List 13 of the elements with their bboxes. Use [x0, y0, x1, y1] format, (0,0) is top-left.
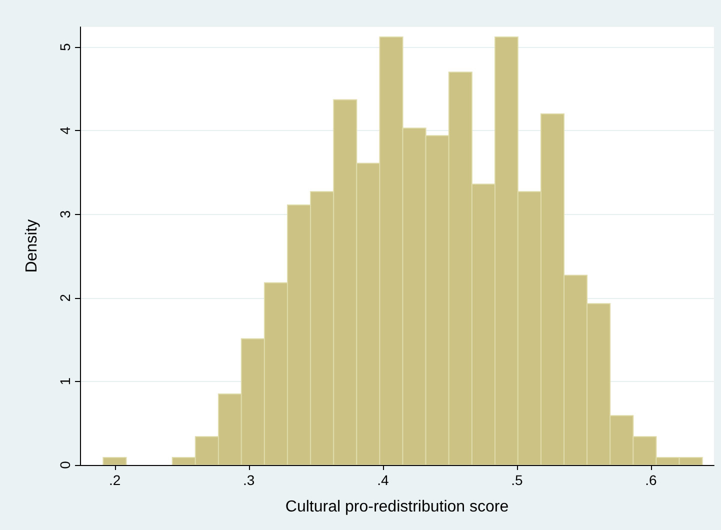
y-axis-title: Density [24, 219, 40, 273]
y-tick-label: 2 [57, 294, 73, 302]
y-tick-label: 0 [57, 460, 73, 469]
y-tick-label: 1 [57, 377, 73, 386]
x-axis-title: Cultural pro-redistribution score [285, 498, 509, 516]
y-tick-label: 5 [57, 42, 73, 51]
x-tick-label: .4 [377, 472, 389, 488]
y-tick-label: 3 [57, 210, 73, 218]
x-tick-label: .2 [109, 472, 121, 488]
x-tick-label: .3 [243, 472, 255, 488]
x-tick-label: .6 [645, 472, 658, 488]
x-tick-label: .5 [511, 472, 524, 488]
y-tick-label: 4 [57, 126, 73, 135]
